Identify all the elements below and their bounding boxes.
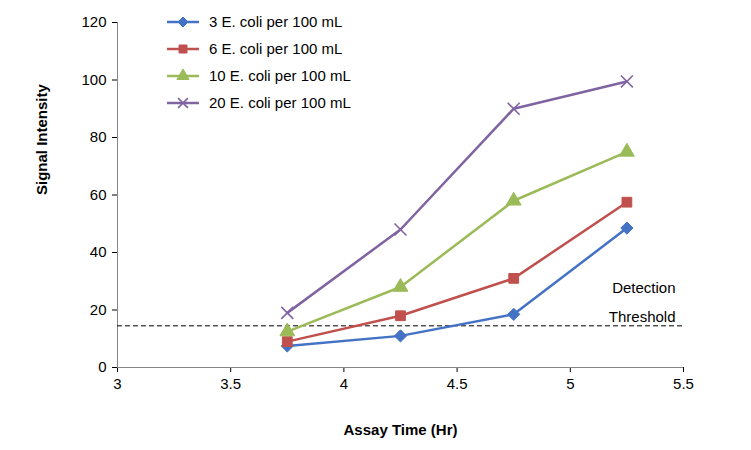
html-text:6 E. coli per 100 mL: 6 E. coli per 100 mL — [209, 40, 343, 57]
html-text:10 E. coli per 100 mL: 10 E. coli per 100 mL — [209, 67, 351, 84]
svg-text:4.5: 4.5 — [447, 375, 468, 392]
svg-text:Signal Intensity: Signal Intensity — [33, 83, 50, 195]
svg-text:DetectionThreshold: DetectionThreshold — [609, 279, 676, 325]
svg-text:120: 120 — [81, 13, 106, 30]
html-text:20 E. coli per 100 mL: 20 E. coli per 100 mL — [209, 94, 351, 111]
svg-text:40: 40 — [90, 243, 107, 260]
svg-text:60: 60 — [90, 186, 107, 203]
svg-text:3: 3 — [113, 375, 121, 392]
svg-text:100: 100 — [81, 71, 106, 88]
svg-text:5.5: 5.5 — [673, 375, 694, 392]
svg-text:80: 80 — [90, 128, 107, 145]
svg-text:5: 5 — [566, 375, 574, 392]
svg-text:Assay Time (Hr): Assay Time (Hr) — [344, 421, 458, 438]
svg-text:0: 0 — [98, 358, 106, 375]
html-text:3 E. coli per 100 mL: 3 E. coli per 100 mL — [209, 13, 343, 30]
svg-text:20: 20 — [90, 301, 107, 318]
svg-text:3.5: 3.5 — [220, 375, 241, 392]
svg-text:4: 4 — [340, 375, 348, 392]
